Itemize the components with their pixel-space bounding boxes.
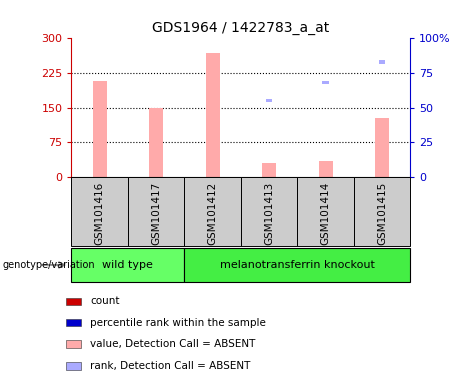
Bar (266, 99, 272, 103)
Bar (66, 298, 81, 305)
Bar (241, 177, 297, 246)
Bar (262, 163, 276, 177)
Text: GSM101416: GSM101416 (95, 182, 105, 245)
Title: GDS1964 / 1422783_a_at: GDS1964 / 1422783_a_at (152, 21, 330, 35)
Text: rank, Detection Call = ABSENT: rank, Detection Call = ABSENT (90, 361, 250, 371)
Text: GSM101414: GSM101414 (320, 182, 331, 245)
Text: GSM101413: GSM101413 (264, 182, 274, 245)
Bar (93, 81, 107, 177)
Bar (378, 60, 385, 64)
Bar (184, 248, 410, 282)
Text: count: count (90, 296, 119, 306)
Bar (297, 177, 354, 246)
Bar (319, 161, 333, 177)
Bar (66, 319, 81, 326)
Text: genotype/variation: genotype/variation (2, 260, 95, 270)
Text: wild type: wild type (102, 260, 154, 270)
Bar (375, 118, 389, 177)
Text: melanotransferrin knockout: melanotransferrin knockout (220, 260, 375, 270)
Bar (354, 177, 410, 246)
Bar (71, 248, 184, 282)
Bar (149, 108, 163, 177)
Bar (322, 81, 329, 84)
Bar (206, 53, 220, 177)
Text: value, Detection Call = ABSENT: value, Detection Call = ABSENT (90, 339, 255, 349)
Bar (66, 362, 81, 369)
Text: GSM101415: GSM101415 (377, 182, 387, 245)
Text: percentile rank within the sample: percentile rank within the sample (90, 318, 266, 328)
Bar (71, 177, 128, 246)
Bar (66, 340, 81, 348)
Text: GSM101412: GSM101412 (207, 182, 218, 245)
Bar (153, 0, 160, 3)
Bar (184, 177, 241, 246)
Text: GSM101417: GSM101417 (151, 182, 161, 245)
Bar (128, 177, 184, 246)
